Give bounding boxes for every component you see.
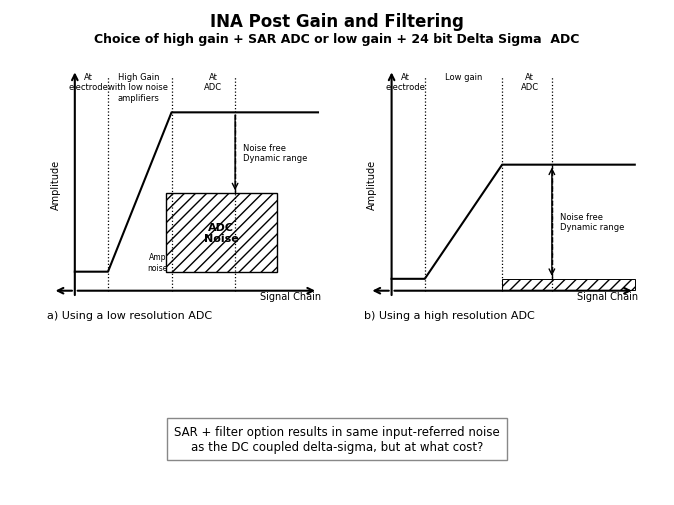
Text: At
electrode: At electrode [386, 73, 425, 92]
Text: Low gain: Low gain [445, 73, 482, 82]
Text: Choice of high gain + SAR ADC or low gain + 24 bit Delta Sigma  ADC: Choice of high gain + SAR ADC or low gai… [94, 33, 580, 46]
Text: High Gain
with low noise
amplifiers: High Gain with low noise amplifiers [109, 73, 168, 103]
Text: Amplitude: Amplitude [367, 159, 377, 210]
Text: Amp
noise: Amp noise [148, 253, 168, 272]
Text: a) Using a low resolution ADC: a) Using a low resolution ADC [47, 311, 212, 321]
Text: SAR + filter option results in same input-referred noise
as the DC coupled delta: SAR + filter option results in same inpu… [174, 425, 500, 453]
Text: Noise free
Dynamic range: Noise free Dynamic range [243, 144, 308, 163]
Bar [166, 194, 276, 272]
Text: b) Using a high resolution ADC: b) Using a high resolution ADC [364, 311, 534, 321]
Text: Amplitude: Amplitude [51, 159, 61, 210]
Text: INA Post Gain and Filtering: INA Post Gain and Filtering [210, 13, 464, 31]
Bar [502, 279, 635, 290]
Text: At
electrode: At electrode [69, 73, 109, 92]
Text: At
ADC: At ADC [521, 73, 539, 92]
Text: ADC
Noise: ADC Noise [204, 222, 239, 244]
Text: At
ADC: At ADC [204, 73, 222, 92]
Text: Signal Chain: Signal Chain [259, 292, 321, 302]
Text: Noise free
Dynamic range: Noise free Dynamic range [560, 213, 625, 232]
Text: Signal Chain: Signal Chain [576, 292, 638, 302]
